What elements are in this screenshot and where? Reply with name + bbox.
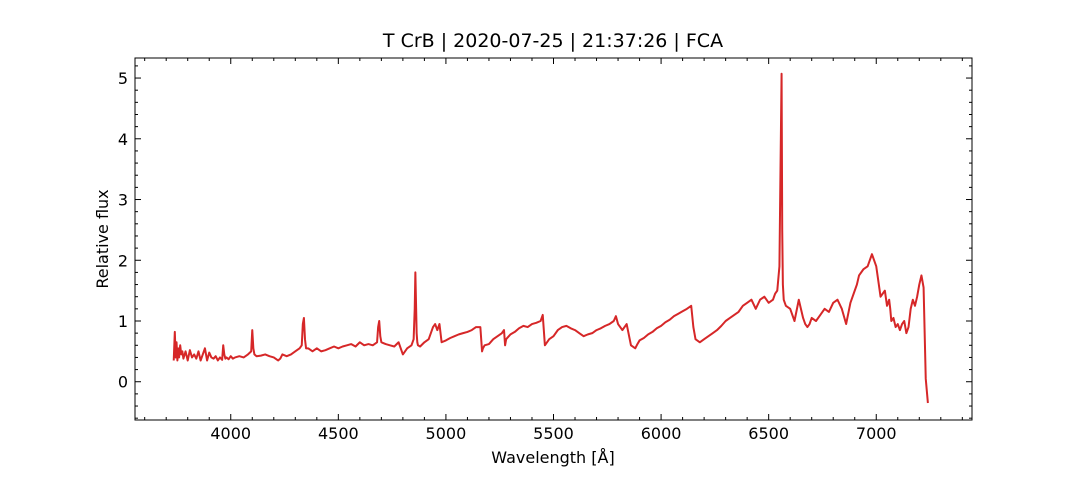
y-tick-label: 1 <box>118 312 128 331</box>
x-tick-label: 5500 <box>533 424 574 443</box>
y-axis-label: Relative flux <box>93 189 112 288</box>
series-line-spectrum <box>172 72 929 404</box>
y-tick-label: 5 <box>118 69 128 88</box>
plot-frame <box>134 57 973 421</box>
x-tick-label: 7000 <box>856 424 897 443</box>
x-tick-label: 4000 <box>210 424 251 443</box>
chart-title: T CrB | 2020-07-25 | 21:37:26 | FCA <box>382 30 723 52</box>
y-tick-label: 3 <box>118 191 128 210</box>
plot-area <box>172 72 929 404</box>
x-axis-label: Wavelength [Å] <box>491 448 614 467</box>
x-tick-label: 6000 <box>641 424 682 443</box>
x-tick-label: 5000 <box>426 424 467 443</box>
y-tick-label: 4 <box>118 130 128 149</box>
x-tick-label: 6500 <box>748 424 789 443</box>
y-tick-label: 2 <box>118 251 128 270</box>
y-tick-label: 0 <box>118 373 128 392</box>
x-tick-label: 4500 <box>318 424 359 443</box>
